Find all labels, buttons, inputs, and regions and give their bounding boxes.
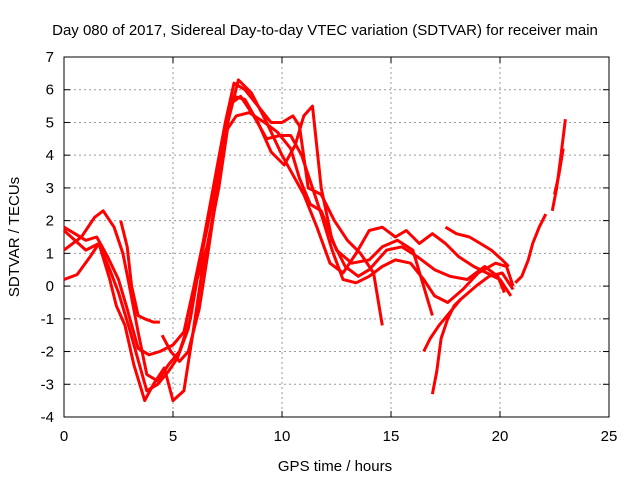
axis-ticks: 0 5 10 15 20 25 -4 -3 -2 -1 0 1 2 3 4 5 6 7 [41, 49, 618, 445]
x-tick-label: 15 [383, 428, 400, 445]
x-tick-label: 0 [60, 428, 68, 445]
y-tick-label: -2 [41, 344, 54, 361]
y-tick-label: -3 [41, 376, 54, 393]
y-tick-label: 7 [46, 49, 54, 66]
y-tick-label: 6 [46, 82, 54, 99]
series-day-10 [514, 213, 548, 284]
y-tick-label: 3 [46, 180, 54, 197]
plot-frame [63, 56, 610, 418]
y-tick-label: 2 [46, 213, 54, 230]
x-axis-label: GPS time / hours [278, 458, 392, 475]
series-day-8 [430, 298, 462, 395]
y-tick-label: 1 [46, 245, 54, 262]
series-group [62, 78, 567, 403]
y-axis-label: SDTVAR / TECUs [6, 177, 23, 297]
series-day-9 [444, 225, 510, 268]
series-day-4 [62, 94, 506, 403]
chart-title: Day 080 of 2017, Sidereal Day-to-day VTE… [52, 22, 598, 39]
series-day-6 [160, 78, 513, 363]
x-tick-label: 5 [169, 428, 177, 445]
x-tick-label: 10 [274, 428, 291, 445]
series-day-2 [63, 81, 384, 357]
series-day-12 [553, 148, 565, 195]
series-day-11 [550, 119, 567, 212]
y-tick-label: 4 [46, 147, 54, 164]
y-tick-label: 0 [46, 278, 54, 295]
series-day-1 [63, 111, 434, 393]
y-tick-label: -1 [41, 311, 54, 328]
y-tick-label: 5 [46, 114, 54, 131]
x-tick-label: 25 [601, 428, 618, 445]
series-day-5 [119, 220, 160, 324]
x-tick-label: 20 [492, 428, 509, 445]
y-tick-label: -4 [41, 409, 54, 426]
